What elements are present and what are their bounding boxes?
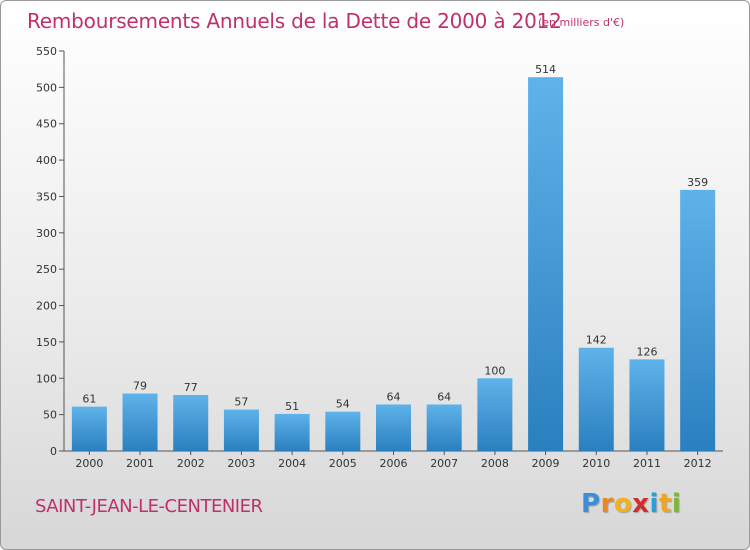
logo-letter: r — [600, 489, 614, 519]
bar — [223, 409, 259, 451]
x-tick-label: 2008 — [481, 457, 509, 470]
data-label: 77 — [184, 381, 198, 394]
bar — [426, 404, 462, 451]
data-label: 64 — [437, 390, 451, 403]
bar — [173, 395, 209, 451]
bar — [578, 347, 614, 451]
data-label: 359 — [687, 176, 708, 189]
data-label: 61 — [82, 393, 96, 406]
bar — [629, 359, 665, 451]
data-label: 126 — [636, 345, 657, 358]
data-label: 79 — [133, 380, 147, 393]
data-label: 142 — [586, 334, 607, 347]
bar — [680, 189, 716, 451]
data-label: 54 — [336, 398, 350, 411]
bar — [528, 77, 564, 451]
y-tick-label: 350 — [36, 190, 57, 203]
data-label: 100 — [484, 364, 505, 377]
x-tick-label: 2004 — [278, 457, 306, 470]
logo-letter: i — [671, 489, 682, 519]
commune-name: SAINT-JEAN-LE-CENTENIER — [35, 496, 263, 517]
x-tick-label: 2012 — [684, 457, 712, 470]
y-tick-label: 500 — [36, 81, 57, 94]
y-tick-label: 100 — [36, 372, 57, 385]
bar — [477, 378, 513, 451]
logo-letter: x — [632, 489, 650, 519]
bar — [122, 393, 158, 451]
x-tick-label: 2005 — [329, 457, 357, 470]
logo-letter: t — [658, 489, 672, 519]
y-tick-label: 300 — [36, 227, 57, 240]
logo-letter: P — [581, 489, 601, 519]
data-label: 57 — [234, 396, 248, 409]
logo-letter: o — [613, 489, 633, 519]
x-tick-label: 2002 — [177, 457, 205, 470]
y-tick-label: 400 — [36, 154, 57, 167]
chart-title: Remboursements Annuels de la Dette de 20… — [27, 9, 562, 33]
logo-letter: i — [649, 489, 659, 519]
x-tick-label: 2007 — [430, 457, 458, 470]
data-label: 51 — [285, 400, 299, 413]
bar — [274, 413, 310, 451]
x-tick-label: 2010 — [582, 457, 610, 470]
bar — [325, 411, 361, 451]
x-tick-label: 2001 — [126, 457, 154, 470]
y-tick-label: 450 — [36, 118, 57, 131]
y-tick-label: 200 — [36, 300, 57, 313]
data-label: 514 — [535, 63, 556, 76]
y-tick-label: 50 — [43, 409, 57, 422]
proxiti-logo[interactable]: Proxiti — [581, 489, 681, 519]
y-tick-label: 550 — [36, 45, 57, 58]
x-tick-label: 2009 — [532, 457, 560, 470]
x-tick-label: 2000 — [75, 457, 103, 470]
y-tick-label: 250 — [36, 263, 57, 276]
bar — [376, 404, 411, 451]
x-tick-label: 2003 — [227, 457, 255, 470]
x-tick-label: 2006 — [380, 457, 408, 470]
bar — [71, 406, 107, 451]
data-label: 64 — [387, 390, 401, 403]
y-tick-label: 150 — [36, 336, 57, 349]
y-tick-label: 0 — [50, 445, 57, 458]
chart-subtitle: (en milliers d'€) — [538, 16, 625, 29]
x-tick-label: 2011 — [633, 457, 661, 470]
